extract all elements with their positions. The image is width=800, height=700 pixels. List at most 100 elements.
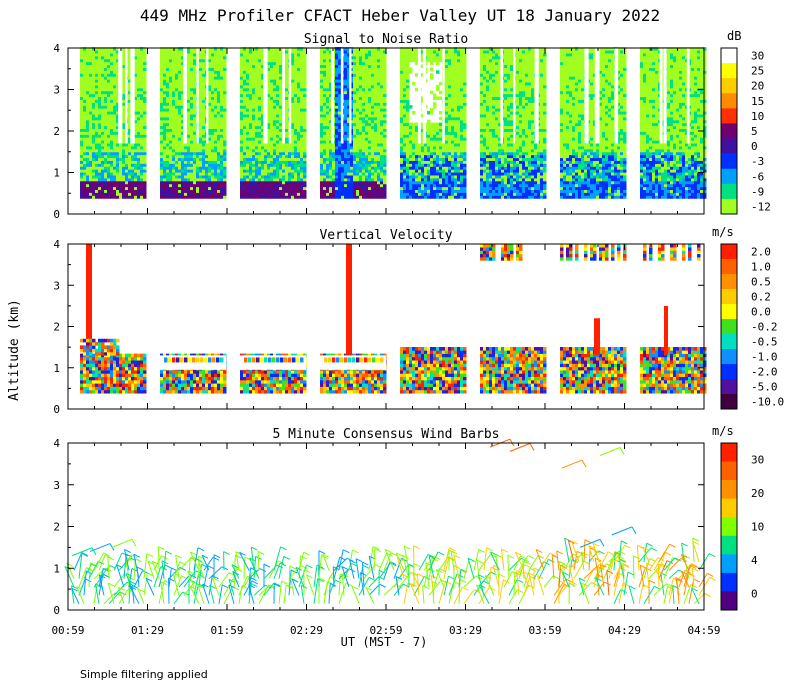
snr-cell bbox=[83, 171, 87, 176]
snr-cell bbox=[270, 183, 274, 188]
snr-cell bbox=[116, 81, 120, 86]
snr-cell bbox=[320, 96, 324, 100]
snr-cell bbox=[134, 76, 138, 80]
snr-cell bbox=[220, 148, 224, 153]
snr-cell bbox=[119, 151, 123, 156]
snr-cell bbox=[92, 116, 96, 121]
snr-cell bbox=[181, 47, 185, 51]
snr-cell bbox=[220, 140, 224, 144]
snr-cell bbox=[116, 169, 120, 173]
snr-cell bbox=[104, 166, 108, 170]
snr-cell bbox=[223, 73, 227, 77]
snr-cell bbox=[261, 67, 265, 71]
snr-cell bbox=[110, 116, 114, 121]
snr-cell bbox=[190, 76, 194, 80]
snr-cell bbox=[137, 55, 141, 60]
snr-cell bbox=[326, 99, 330, 103]
snr-cell bbox=[190, 177, 194, 182]
snr-cell bbox=[303, 113, 307, 118]
snr-cell bbox=[288, 142, 292, 147]
snr-cell bbox=[104, 76, 108, 80]
snr-cell bbox=[264, 166, 268, 170]
snr-cell bbox=[160, 171, 164, 176]
snr-cell bbox=[240, 87, 244, 92]
snr-cell bbox=[143, 148, 147, 153]
snr-cell bbox=[211, 131, 215, 135]
snr-cell bbox=[288, 180, 292, 185]
snr-cell bbox=[199, 169, 203, 173]
snr-cell bbox=[240, 186, 244, 191]
snr-cell bbox=[163, 113, 167, 118]
snr-cell bbox=[143, 108, 147, 112]
snr-cell bbox=[134, 189, 138, 193]
snr-cell bbox=[172, 174, 176, 179]
snr-cell bbox=[178, 99, 182, 103]
snr-cell bbox=[243, 122, 247, 127]
snr-cell bbox=[104, 73, 108, 77]
snr-cell bbox=[163, 52, 167, 57]
snr-cell bbox=[110, 128, 114, 132]
snr-cell bbox=[329, 105, 333, 109]
snr-cell bbox=[261, 180, 265, 185]
snr-cell bbox=[255, 76, 259, 80]
snr-cell bbox=[208, 108, 212, 112]
snr-cell bbox=[175, 131, 179, 135]
snr-cell bbox=[276, 64, 280, 69]
snr-cell bbox=[178, 73, 182, 77]
snr-cell bbox=[223, 151, 227, 156]
snr-cell bbox=[270, 195, 274, 199]
snr-cell bbox=[104, 180, 108, 185]
snr-cell bbox=[261, 169, 265, 173]
snr-cell bbox=[320, 47, 324, 51]
snr-cell bbox=[169, 119, 173, 124]
snr-cell bbox=[243, 157, 247, 161]
snr-cell bbox=[119, 195, 123, 199]
snr-cell bbox=[326, 169, 330, 173]
snr-cell bbox=[172, 154, 176, 159]
x-axis-label: UT (MST - 7) bbox=[341, 635, 428, 649]
snr-cell bbox=[89, 87, 93, 92]
snr-cell bbox=[95, 76, 99, 80]
snr-cell bbox=[243, 171, 247, 176]
snr-cell bbox=[163, 99, 167, 103]
snr-cell bbox=[187, 192, 191, 196]
snr-cell bbox=[255, 58, 259, 63]
snr-cell bbox=[166, 70, 170, 74]
snr-cell bbox=[279, 55, 283, 60]
snr-cell bbox=[110, 151, 114, 156]
snr-cell bbox=[83, 122, 87, 127]
snr-cell bbox=[122, 110, 126, 115]
snr-cell bbox=[92, 76, 96, 80]
snr-cell bbox=[208, 105, 212, 109]
snr-cell bbox=[264, 160, 268, 164]
snr-cell bbox=[220, 189, 224, 193]
snr-cell bbox=[175, 195, 179, 199]
snr-cell bbox=[252, 87, 256, 92]
snr-cell bbox=[80, 99, 84, 103]
snr-cell bbox=[107, 180, 111, 185]
snr-cell bbox=[252, 171, 256, 176]
snr-cell bbox=[329, 131, 333, 135]
snr-cell bbox=[86, 90, 90, 95]
snr-cell bbox=[261, 177, 265, 182]
snr-cell bbox=[125, 142, 129, 147]
snr-cell bbox=[134, 145, 138, 150]
snr-cell bbox=[273, 163, 277, 167]
snr-cell bbox=[303, 195, 307, 199]
snr-cell bbox=[193, 49, 197, 54]
snr-cell bbox=[329, 110, 333, 115]
snr-cell bbox=[187, 125, 191, 130]
snr-cell bbox=[323, 49, 327, 54]
snr-cell bbox=[128, 110, 132, 115]
snr-cell bbox=[95, 189, 99, 193]
snr-cell bbox=[175, 55, 179, 60]
snr-cell bbox=[172, 183, 176, 188]
snr-cell bbox=[92, 189, 96, 193]
snr-cell bbox=[252, 61, 256, 66]
snr-cell bbox=[92, 79, 96, 83]
snr-cell bbox=[116, 151, 120, 156]
snr-cell bbox=[193, 102, 197, 106]
snr-cell bbox=[92, 87, 96, 92]
snr-cell bbox=[326, 186, 330, 191]
snr-cell bbox=[217, 58, 221, 63]
